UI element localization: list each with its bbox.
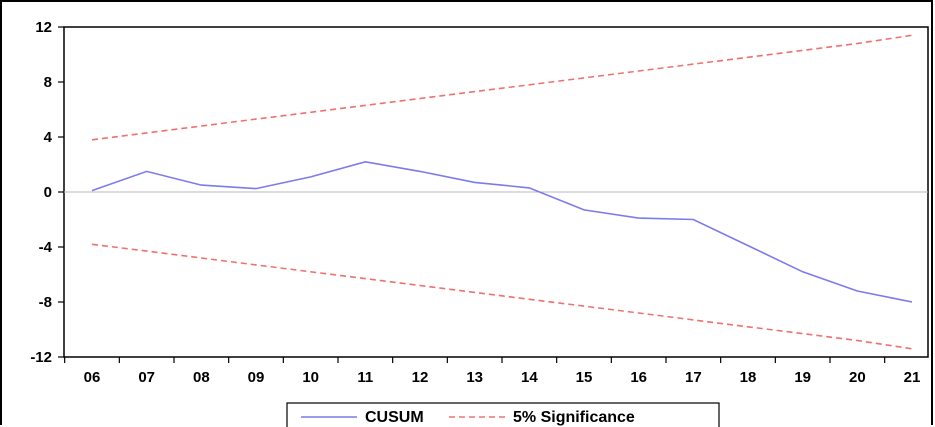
y-tick-label: 0 [44, 184, 52, 201]
x-tick-label: 10 [302, 369, 319, 386]
legend-entry: 5% Significance [513, 409, 635, 426]
y-tick-label: 8 [44, 74, 52, 91]
x-tick-label: 17 [685, 369, 702, 386]
x-tick-label: 06 [84, 369, 101, 386]
x-tick-label: 16 [630, 369, 647, 386]
y-tick-label: 4 [44, 129, 53, 146]
x-tick-label: 13 [466, 369, 483, 386]
y-axis: 12 8 4 0 -4 -8 -12 [30, 19, 64, 366]
y-tick-label: -4 [39, 239, 53, 256]
x-tick-label: 21 [904, 369, 921, 386]
lower-significance-line [91, 243, 913, 350]
x-tick-label: 20 [849, 369, 866, 386]
x-axis: 06 07 08 09 10 11 12 13 14 15 16 17 18 19 20 21 [64, 357, 921, 386]
x-tick-label: 18 [740, 369, 757, 386]
x-tick-label: 14 [521, 369, 538, 386]
x-tick-label: 07 [138, 369, 155, 386]
legend-box [286, 402, 720, 427]
y-tick-label: -8 [39, 294, 52, 311]
x-tick-label: 19 [794, 369, 811, 386]
y-tick-label: -12 [30, 349, 52, 366]
x-tick-label: 08 [193, 369, 210, 386]
x-tick-label: 09 [248, 369, 265, 386]
upper-significance-line [91, 34, 913, 141]
legend-entry: CUSUM [365, 409, 424, 426]
legend: CUSUM 5% Significance [286, 402, 720, 427]
series-layer [91, 34, 913, 350]
x-tick-label: 12 [412, 369, 429, 386]
cusum-line [91, 160, 913, 303]
x-tick-label: 11 [357, 369, 373, 386]
x-tick-label: 15 [576, 369, 593, 386]
y-tick-label: 12 [35, 19, 52, 36]
